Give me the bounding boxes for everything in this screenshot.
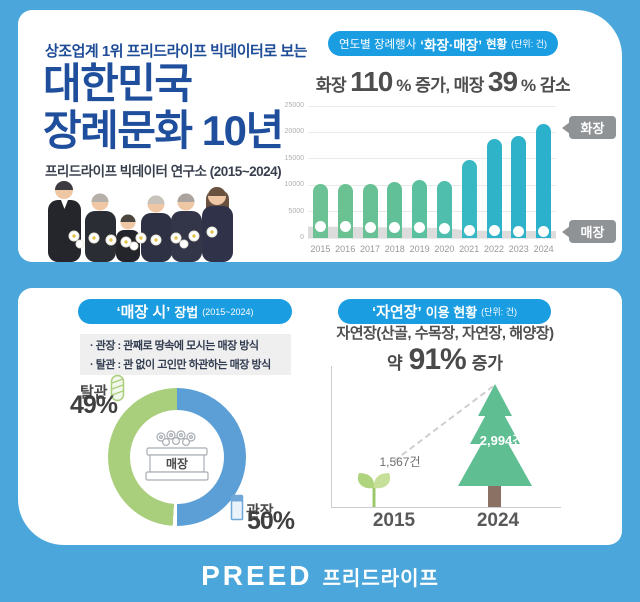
y-axis-label: 0: [300, 234, 304, 241]
preed-logo: PREED: [201, 560, 313, 591]
gridline: [308, 237, 556, 239]
cremation-bar-2024: [536, 123, 552, 238]
burial-marker-dot-2024: [538, 225, 550, 237]
page-title: 대한민국 장례문화 10년: [43, 60, 284, 154]
burial-method-title-pill: ‘매장 시’ 장법 (2015~2024): [78, 299, 292, 324]
definition-talgwan: · 탈관 : 관 없이 고인만 하관하는 매장 방식: [90, 359, 271, 371]
pill-text: 현황: [485, 38, 508, 51]
burial-marker-dot-2016: [339, 221, 351, 233]
burial-marker-dot-2015: [314, 221, 326, 233]
pill-unit: (단위: 건): [511, 39, 547, 49]
talgwan-label: 탈관: [80, 374, 125, 402]
y-axis-label: 10000: [284, 181, 304, 189]
gwanjang-label: 관장: [230, 494, 274, 521]
standing-coffin-icon: [230, 494, 244, 521]
x-axis-label-2016: 2016: [335, 244, 356, 254]
gwanjang-percent: 50%: [247, 507, 295, 535]
pill-emphasis: ‘자연장’: [371, 304, 422, 321]
cremation-series-tag: 화장: [569, 116, 616, 139]
coffin-icon: 매장: [145, 430, 209, 481]
kicker-text: 상조업계 1위 프리드라이프 빅데이터로 보는: [45, 43, 307, 60]
stat-number: 39: [487, 66, 518, 97]
year-2015-label: 2015: [372, 510, 416, 531]
y-axis-label: 5000: [288, 207, 304, 215]
burial-marker-dot-2023: [513, 225, 525, 237]
talgwan-text: 탈관: [80, 384, 108, 401]
burial-marker-dot-2018: [389, 221, 401, 233]
donut-hole: 매장: [130, 410, 224, 504]
stat-word: 증가: [471, 354, 503, 373]
brand-footer: PREED 프리드라이프: [0, 550, 640, 602]
x-axis-label-2018: 2018: [384, 244, 405, 254]
gridline: [308, 184, 556, 186]
cremation-bar-2021: [461, 160, 477, 238]
x-axis-label-2023: 2023: [508, 244, 529, 254]
natural-burial-stat: 약 91% 증가: [330, 343, 560, 377]
stat-number: 91%: [408, 343, 467, 376]
gridline: [308, 211, 556, 213]
x-axis-label-2015: 2015: [310, 244, 331, 254]
natural-2024-value: 2,994건: [479, 433, 525, 448]
stat-word: % 감소: [521, 76, 571, 95]
pill-unit: (2015~2024): [202, 306, 254, 317]
gwanjang-text: 관장: [246, 503, 274, 520]
definition-gwanjang: · 관장 : 관째로 땅속에 모시는 매장 방식: [90, 340, 259, 352]
pill-unit: (단위: 건): [481, 307, 518, 317]
cremation-chart-title-pill: 연도별 장례행사 ‘화장·매장’ 현황 (단위: 건): [328, 31, 558, 56]
x-axis-label-2020: 2020: [434, 244, 455, 254]
stat-word: 매장: [453, 76, 485, 95]
y-axis-line: [331, 366, 332, 507]
stat-number: 110: [350, 66, 393, 97]
burial-marker-dot-2022: [488, 225, 500, 237]
x-axis-label-2017: 2017: [359, 244, 381, 254]
bottom-card: ‘매장 시’ 장법 (2015~2024) · 관장 : 관째로 땅속에 모시는…: [18, 288, 622, 545]
pill-text: 이용 현황: [425, 305, 478, 320]
stat-word: 화장: [315, 76, 347, 95]
x-axis-label-2022: 2022: [483, 244, 505, 254]
mourning-family-illustration: [48, 181, 233, 262]
y-axis-label: 20000: [284, 128, 304, 136]
cremation-stat-line: 화장 110 % 증가, 매장 39 % 감소: [313, 66, 573, 98]
pill-emphasis: ‘화장·매장’: [420, 37, 482, 53]
burial-definitions-box: · 관장 : 관째로 땅속에 모시는 매장 방식 · 탈관 : 관 없이 고인만…: [80, 334, 291, 375]
burial-marker-dot-2017: [364, 221, 376, 233]
natural-burial-title-pill: ‘자연장’ 이용 현황 (단위: 건): [338, 299, 551, 324]
year-2024-label: 2024: [476, 510, 520, 531]
y-axis-label: 25000: [284, 102, 304, 109]
gridline: [308, 131, 556, 133]
burial-marker-dot-2020: [438, 222, 450, 234]
sprout-icon: [357, 473, 391, 507]
x-axis-line: [331, 507, 561, 508]
page-title-line2: 장례문화 10년: [43, 107, 284, 154]
y-axis-label: 15000: [284, 154, 304, 162]
preed-logo-korean: 프리드라이프: [322, 567, 439, 590]
page-subtitle: 프리드라이프 빅데이터 연구소 (2015~2024): [45, 164, 282, 179]
top-card: 상조업계 1위 프리드라이프 빅데이터로 보는 대한민국 장례문화 10년 프리…: [18, 10, 622, 262]
pill-text: 연도별 장례행사: [339, 38, 417, 51]
talgwan-percent: 49%: [70, 391, 118, 419]
cremation-plot: 0 5000 10000 15000 20000 25000 2015 2016 2017 201…: [285, 102, 556, 254]
gridline: [308, 158, 556, 160]
burial-series-tag: 매장: [569, 220, 616, 243]
stat-word: % 증가,: [396, 76, 450, 95]
x-axis-label-2021: 2021: [459, 244, 480, 254]
burial-marker-dot-2019: [414, 222, 426, 234]
burial-method-donut-chart: 매장: [108, 388, 246, 526]
pine-tree-icon: [458, 384, 532, 507]
natural-burial-description: 자연장(산골, 수목장, 자연장, 해양장): [336, 325, 554, 342]
burial-marker-dot-2021: [463, 225, 475, 237]
cremation-bar-2022: [486, 138, 502, 238]
x-axis-label-2019: 2019: [409, 244, 430, 254]
stat-word: 약: [387, 354, 403, 373]
gridline: [308, 105, 556, 107]
pill-emphasis: ‘매장 시’: [116, 304, 171, 321]
pill-text: 장법: [174, 305, 199, 320]
donut-center-label: 매장: [166, 456, 188, 471]
natural-2015-value: 1,567건: [379, 455, 421, 469]
page-title-line1: 대한민국: [43, 60, 193, 107]
shrouded-body-icon: [110, 374, 124, 402]
x-axis-label-2024: 2024: [533, 244, 554, 254]
cremation-bar-2023: [511, 135, 527, 238]
